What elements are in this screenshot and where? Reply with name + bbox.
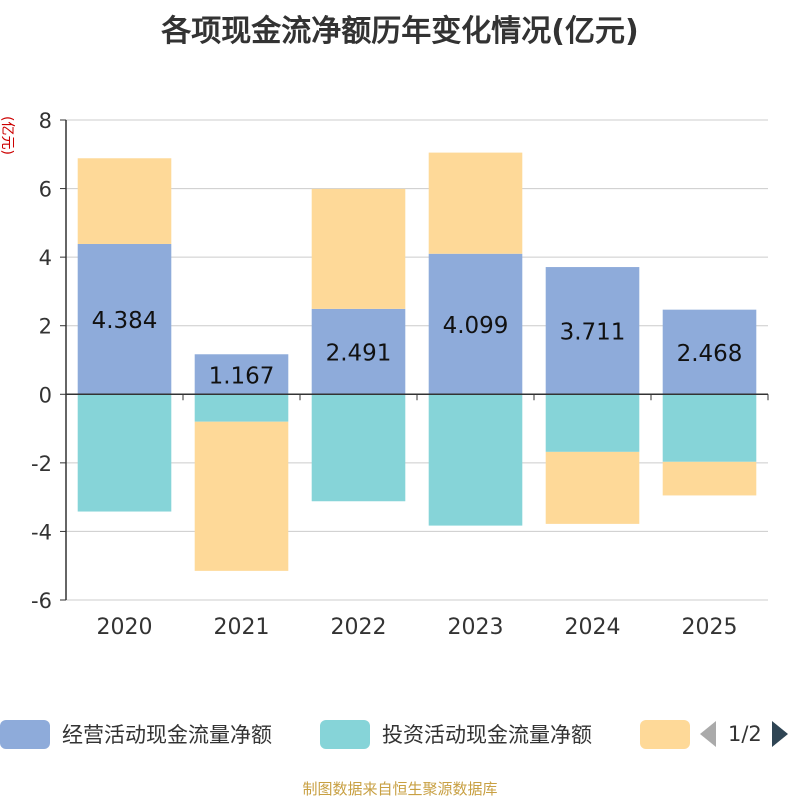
- y-tick-label: -6: [31, 589, 52, 613]
- data-label-2021: 1.167: [209, 363, 275, 389]
- x-tick-label-2020: 2020: [97, 615, 153, 640]
- bar-series0-2025: [662, 309, 757, 395]
- bar-series0-2023: [428, 253, 523, 395]
- bar-series1-2025: [662, 394, 757, 462]
- legend-item-investing[interactable]: 投资活动现金流量净额: [320, 714, 592, 754]
- x-tick-label-2022: 2022: [331, 615, 387, 640]
- bar-series2-2023: [428, 152, 523, 254]
- legend-item-operating[interactable]: 经营活动现金流量净额: [0, 714, 272, 754]
- bar-series1-2023: [428, 394, 523, 526]
- y-tick-label: 4: [39, 246, 52, 270]
- legend-page-indicator: 1/2: [728, 722, 762, 746]
- bar-series2-2024: [545, 451, 640, 524]
- y-tick-label: 0: [39, 383, 52, 407]
- legend-swatch-investing: [320, 719, 370, 749]
- bar-series2-2020: [77, 158, 172, 244]
- bar-series0-2021: [194, 354, 289, 395]
- legend-item-financing[interactable]: [640, 714, 690, 754]
- legend-prev-arrow-icon[interactable]: [700, 721, 716, 747]
- data-source-note: 制图数据来自恒生聚源数据库: [302, 780, 498, 798]
- y-tick-label: -4: [31, 520, 52, 544]
- bar-series1-2021: [194, 394, 289, 422]
- x-tick-label-2024: 2024: [565, 615, 621, 640]
- legend-swatch-operating: [0, 719, 50, 749]
- legend: 经营活动现金流量净额 投资活动现金流量净额 1/2: [0, 714, 800, 754]
- y-tick-label: 2: [39, 315, 52, 339]
- bar-series2-2022: [311, 188, 406, 309]
- bar-series0-2022: [311, 308, 406, 395]
- legend-pager: 1/2: [700, 714, 788, 754]
- bar-series1-2020: [77, 394, 172, 512]
- bar-series0-2024: [545, 267, 640, 395]
- legend-label-investing: 投资活动现金流量净额: [382, 723, 592, 747]
- bar-series1-2022: [311, 394, 406, 502]
- x-tick-label-2025: 2025: [682, 615, 738, 640]
- data-label-2020: 4.384: [92, 308, 158, 334]
- data-label-2025: 2.468: [677, 341, 743, 367]
- y-tick-label: 6: [39, 178, 52, 202]
- x-tick-label-2021: 2021: [214, 615, 270, 640]
- y-tick-label: 8: [39, 109, 52, 133]
- legend-next-arrow-icon[interactable]: [771, 721, 788, 747]
- data-label-2024: 3.711: [560, 320, 626, 346]
- bar-series0-2020: [77, 243, 172, 395]
- y-tick-label: -2: [31, 452, 52, 476]
- x-tick-label-2023: 2023: [448, 615, 504, 640]
- bar-series2-2025: [662, 461, 757, 496]
- bar-series2-2021: [194, 421, 289, 571]
- data-label-2022: 2.491: [326, 341, 392, 367]
- chart-title: 各项现金流净额历年变化情况(亿元): [161, 14, 639, 49]
- data-label-2023: 4.099: [443, 313, 509, 339]
- legend-swatch-financing: [640, 719, 690, 749]
- bar-series1-2024: [545, 394, 640, 452]
- legend-label-operating: 经营活动现金流量净额: [62, 723, 272, 747]
